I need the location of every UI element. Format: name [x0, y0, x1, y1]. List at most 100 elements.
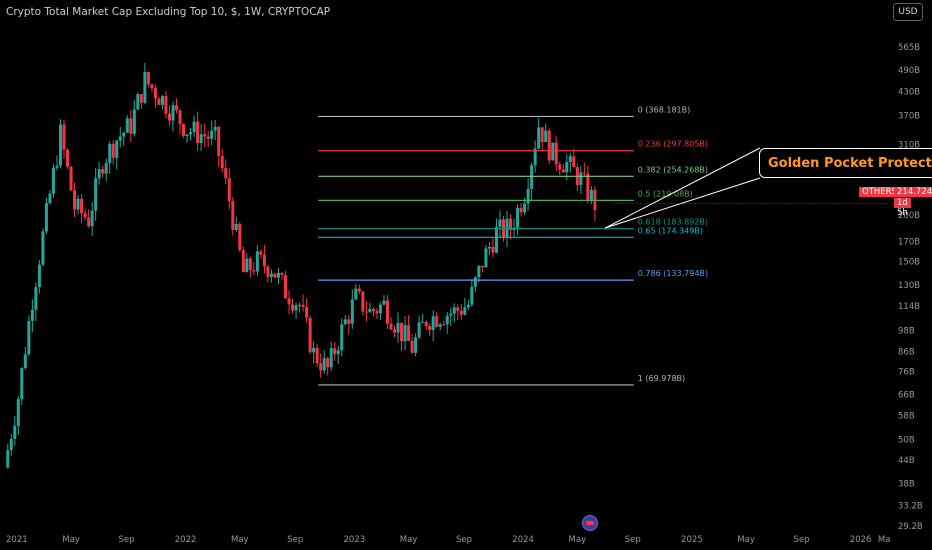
candle-body	[139, 94, 143, 103]
fib-level-label: 0.65 (174.349B)	[638, 226, 703, 235]
candle-body	[241, 250, 245, 273]
time-tick-label: Sep	[625, 535, 641, 545]
candle-body	[407, 325, 411, 341]
candle-body	[238, 224, 242, 251]
candle-body	[554, 142, 558, 165]
candle-body	[115, 140, 119, 158]
candle-body	[523, 203, 527, 213]
price-tick-label: 98B	[898, 326, 915, 336]
time-tick-label: May	[569, 535, 587, 545]
candle-body	[160, 96, 164, 105]
candle-body	[466, 304, 470, 308]
time-tick-label: 2023	[344, 535, 366, 545]
candle-body	[37, 264, 41, 288]
candle-body	[66, 149, 70, 167]
candle-body	[62, 124, 66, 150]
time-tick-label: Sep	[119, 535, 135, 545]
candle-body	[487, 246, 491, 249]
candle-body	[305, 307, 309, 318]
time-tick-label: May	[231, 535, 249, 545]
candle-series	[6, 62, 597, 469]
candle-body	[175, 105, 179, 111]
price-tick-label: 86B	[898, 348, 915, 358]
candle-body	[129, 118, 133, 134]
economic-events-icon[interactable]	[582, 515, 598, 531]
candle-body	[537, 127, 541, 149]
candle-body	[421, 321, 425, 323]
candle-body	[378, 304, 382, 314]
candle-body	[90, 210, 94, 227]
candle-body	[20, 368, 24, 400]
candle-body	[118, 136, 122, 141]
chart-title: Crypto Total Market Cap Excluding Top 10…	[6, 6, 331, 18]
candle-body	[561, 169, 565, 173]
candle-body	[87, 217, 91, 227]
symbol-badge: OTHERS	[859, 187, 900, 197]
callout-line-bottom	[604, 177, 761, 229]
candle-body	[231, 201, 235, 231]
candle-body	[269, 273, 273, 277]
candle-body	[6, 450, 10, 468]
candle-body	[350, 299, 354, 324]
candle-body	[477, 265, 481, 278]
candle-body	[55, 165, 59, 168]
price-tick-label: 170B	[898, 237, 920, 247]
fib-level-label: 0.5 (219.08B)	[638, 189, 693, 198]
candle-body	[301, 304, 305, 308]
candle-body	[104, 162, 108, 174]
candle-body	[203, 134, 207, 137]
price-axis[interactable]: 565B490B430B370B310B270B230B200B170B150B…	[898, 43, 923, 532]
candle-body	[505, 218, 509, 238]
time-tick-label: 2021	[6, 535, 28, 545]
candle-body	[206, 136, 210, 139]
fib-level-label: 0.236 (297.805B)	[638, 140, 708, 149]
candle-body	[456, 307, 460, 311]
candle-body	[498, 219, 502, 228]
candle-body	[343, 319, 347, 325]
candle-body	[262, 254, 266, 267]
candle-body	[516, 207, 520, 228]
candle-body	[540, 127, 544, 142]
candle-body	[210, 130, 214, 139]
candle-body	[389, 323, 393, 330]
candle-body	[354, 288, 358, 300]
candle-body	[361, 291, 365, 312]
candle-body	[280, 272, 284, 276]
price-tick-label: 114B	[898, 302, 920, 312]
candle-body	[101, 169, 105, 174]
price-tick-label: 33.2B	[898, 501, 923, 511]
time-tick-label: Sep	[456, 535, 472, 545]
price-tick-label: 565B	[898, 43, 920, 53]
candle-body	[171, 105, 175, 121]
fib-level-label: 0.618 (183.892B)	[638, 218, 708, 227]
candle-body	[519, 207, 523, 213]
candle-body	[227, 178, 231, 202]
candle-body	[199, 134, 203, 144]
time-axis[interactable]: 2021 May Sep 2022 May Sep 2023 May Sep 2024 May Sep…	[6, 535, 890, 545]
candle-body	[153, 88, 157, 99]
candle-body	[385, 300, 389, 324]
candle-body	[526, 188, 530, 204]
candle-body	[16, 399, 20, 426]
candle-body	[27, 320, 31, 355]
candle-body	[13, 425, 17, 439]
candle-body	[494, 227, 498, 253]
candle-body	[298, 304, 302, 306]
price-tick-label: 58B	[898, 411, 915, 421]
fibonacci-retracement[interactable]: 0 (368.181B) 0.236 (297.805B) 0.382 (254.2…	[318, 105, 708, 386]
candle-body	[340, 324, 344, 351]
currency-button[interactable]: USD	[893, 3, 923, 21]
candle-body	[255, 251, 259, 272]
candle-body	[533, 148, 537, 166]
candle-body	[294, 305, 298, 311]
candle-body	[284, 275, 288, 299]
candle-body	[196, 121, 200, 144]
time-tick-label: 2026	[850, 535, 872, 545]
candle-body	[368, 308, 372, 313]
annotation-callout[interactable]: Golden Pocket Protecte	[759, 148, 932, 178]
time-tick-label: May	[62, 535, 80, 545]
candle-body	[393, 329, 397, 333]
candle-body	[48, 193, 52, 204]
candle-body	[315, 347, 319, 364]
